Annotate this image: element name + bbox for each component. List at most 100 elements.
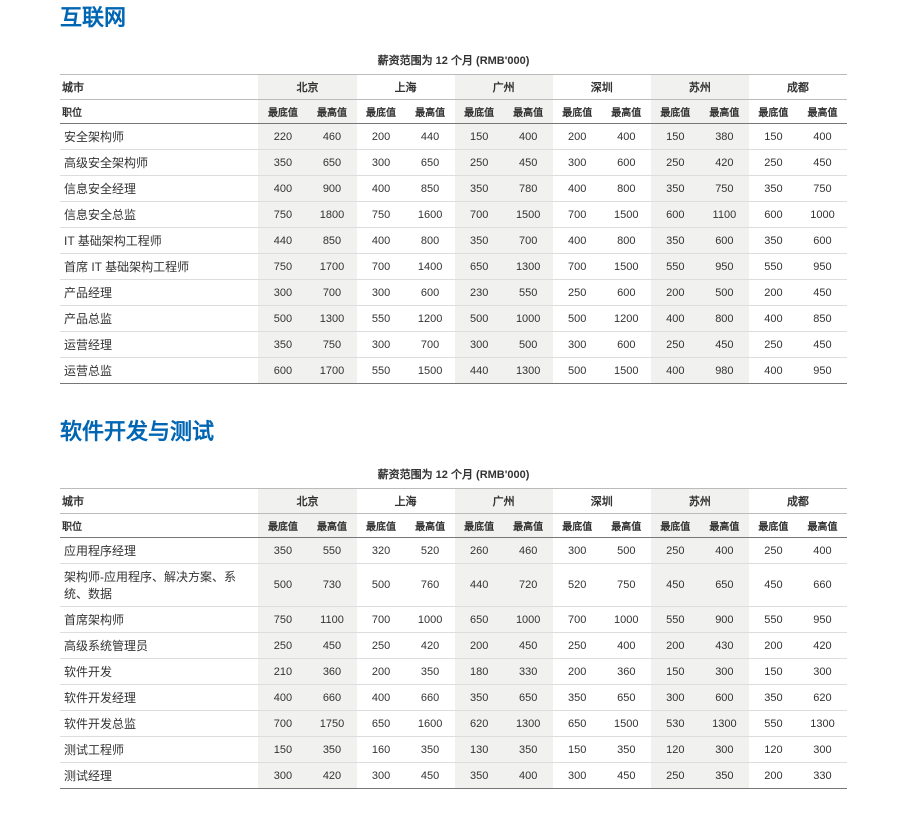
value-cell: 200 [749,633,798,659]
role-cell: 信息安全经理 [60,176,258,202]
value-cell: 300 [357,150,406,176]
value-cell: 850 [798,306,847,332]
value-cell: 350 [651,176,700,202]
value-cell: 400 [258,176,307,202]
value-cell: 350 [749,228,798,254]
subheader: 最高值 [602,100,651,124]
city-header: 深圳 [553,75,651,100]
value-cell: 550 [357,358,406,384]
value-cell: 1500 [602,358,651,384]
role-cell: 架构师-应用程序、解决方案、系统、数据 [60,564,258,607]
value-cell: 200 [749,763,798,789]
value-cell: 300 [700,659,749,685]
value-cell: 200 [455,633,504,659]
table-row: 应用程序经理3505503205202604603005002504002504… [60,538,847,564]
value-cell: 360 [602,659,651,685]
role-cell: IT 基础架构工程师 [60,228,258,254]
subheader: 最高值 [700,514,749,538]
value-cell: 550 [651,254,700,280]
value-cell: 980 [700,358,749,384]
value-cell: 1300 [307,306,356,332]
value-cell: 300 [357,332,406,358]
subheader: 最高值 [406,514,455,538]
role-cell: 测试经理 [60,763,258,789]
value-cell: 730 [307,564,356,607]
value-cell: 600 [651,202,700,228]
value-cell: 450 [504,150,553,176]
value-cell: 300 [651,685,700,711]
value-cell: 660 [307,685,356,711]
value-cell: 600 [798,228,847,254]
value-cell: 700 [553,607,602,633]
section-title: 软件开发与测试 [60,414,847,446]
value-cell: 850 [406,176,455,202]
value-cell: 700 [455,202,504,228]
value-cell: 660 [406,685,455,711]
table-row: 首席架构师75011007001000650100070010005509005… [60,607,847,633]
value-cell: 220 [258,124,307,150]
value-cell: 400 [798,538,847,564]
value-cell: 420 [307,763,356,789]
value-cell: 800 [700,306,749,332]
value-cell: 650 [602,685,651,711]
value-cell: 550 [749,254,798,280]
value-cell: 1300 [798,711,847,737]
value-cell: 300 [700,737,749,763]
value-cell: 1200 [406,306,455,332]
role-cell: 运营经理 [60,332,258,358]
value-cell: 150 [749,124,798,150]
value-cell: 350 [700,763,749,789]
role-cell: 应用程序经理 [60,538,258,564]
value-cell: 1700 [307,358,356,384]
table-row: 软件开发210360200350180330200360150300150300 [60,659,847,685]
value-cell: 450 [651,564,700,607]
value-cell: 400 [749,358,798,384]
value-cell: 150 [749,659,798,685]
subheader: 最高值 [406,100,455,124]
value-cell: 700 [504,228,553,254]
value-cell: 600 [749,202,798,228]
value-cell: 750 [307,332,356,358]
value-cell: 300 [553,150,602,176]
value-cell: 250 [357,633,406,659]
value-cell: 320 [357,538,406,564]
value-cell: 440 [406,124,455,150]
value-cell: 1750 [307,711,356,737]
value-cell: 210 [258,659,307,685]
subheader: 最底值 [258,514,307,538]
value-cell: 1300 [700,711,749,737]
value-cell: 400 [651,306,700,332]
subheader: 最底值 [651,100,700,124]
value-cell: 750 [258,254,307,280]
value-cell: 400 [504,763,553,789]
value-cell: 400 [357,176,406,202]
value-cell: 1500 [504,202,553,228]
city-header: 广州 [455,489,553,514]
value-cell: 750 [798,176,847,202]
value-cell: 300 [258,763,307,789]
city-header: 成都 [749,75,847,100]
value-cell: 300 [357,280,406,306]
value-cell: 350 [553,685,602,711]
table-row: 高级系统管理员250450250420200450250400200430200… [60,633,847,659]
value-cell: 400 [700,538,749,564]
value-cell: 250 [749,150,798,176]
value-cell: 250 [651,538,700,564]
value-cell: 250 [455,150,504,176]
value-cell: 1000 [798,202,847,228]
value-cell: 350 [651,228,700,254]
subheader: 最底值 [553,514,602,538]
value-cell: 250 [651,150,700,176]
role-cell: 产品经理 [60,280,258,306]
table-row: 运营经理350750300700300500300600250450250450 [60,332,847,358]
table-row: 产品经理300700300600230550250600200500200450 [60,280,847,306]
value-cell: 600 [602,280,651,306]
value-cell: 1000 [406,607,455,633]
value-cell: 120 [749,737,798,763]
value-cell: 700 [307,280,356,306]
value-cell: 500 [553,306,602,332]
header-city-label: 城市 [60,489,258,514]
value-cell: 700 [357,254,406,280]
value-cell: 500 [553,358,602,384]
table-row: 首席 IT 基础架构工程师750170070014006501300700150… [60,254,847,280]
